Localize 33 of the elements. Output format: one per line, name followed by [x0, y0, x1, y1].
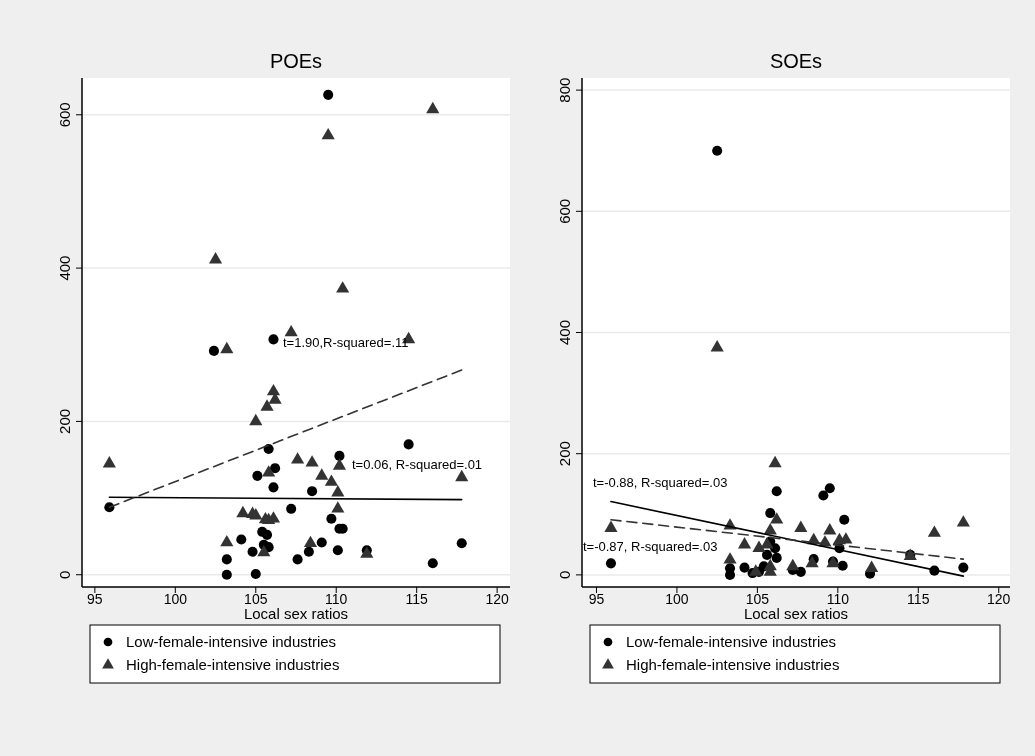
- x-axis-title: Local sex ratios: [743, 605, 849, 622]
- chart-title: POEs: [269, 50, 323, 72]
- x-tick-label: 105: [244, 591, 268, 607]
- x-tick-label: 100: [665, 591, 689, 607]
- y-tick-label: 400: [56, 255, 73, 281]
- y-tick-label: 200: [556, 441, 573, 467]
- x-tick-label: 115: [907, 591, 930, 607]
- x-axis-title: Local sex ratios: [243, 605, 349, 622]
- legend-label: High-female-intensive industries: [626, 656, 840, 673]
- x-tick-label: 95: [87, 591, 103, 607]
- x-tick-label: 120: [485, 591, 510, 607]
- chart-title: SOEs: [769, 50, 823, 72]
- annotation: t=-0.88, R-squared=.03: [593, 475, 728, 490]
- x-tick-label: 115: [405, 591, 429, 607]
- annotation: t=-0.87, R-squared=.03: [583, 539, 718, 554]
- x-tick-label: 95: [588, 591, 605, 607]
- legend-label: Low-female-intensive industries: [626, 633, 837, 650]
- y-tick-label: 0: [556, 570, 573, 580]
- annotation: t=1.90,R-squared=.11: [283, 335, 409, 350]
- x-tick-label: 110: [325, 591, 348, 607]
- x-tick-label: 100: [163, 591, 188, 607]
- x-tick-label: 110: [826, 591, 850, 607]
- y-tick-label: 600: [56, 102, 73, 128]
- y-tick-label: 800: [556, 77, 573, 103]
- legend-label: Low-female-intensive industries: [126, 633, 337, 650]
- legend-label: High-female-intensive industries: [126, 656, 340, 673]
- x-tick-label: 120: [987, 591, 1011, 607]
- y-tick-label: 400: [556, 319, 573, 346]
- y-tick-label: 600: [556, 198, 573, 224]
- x-tick-label: 105: [745, 591, 770, 607]
- y-tick-label: 0: [56, 570, 73, 579]
- y-tick-label: 200: [56, 408, 73, 434]
- annotation: t=0.06, R-squared=.01: [352, 457, 483, 472]
